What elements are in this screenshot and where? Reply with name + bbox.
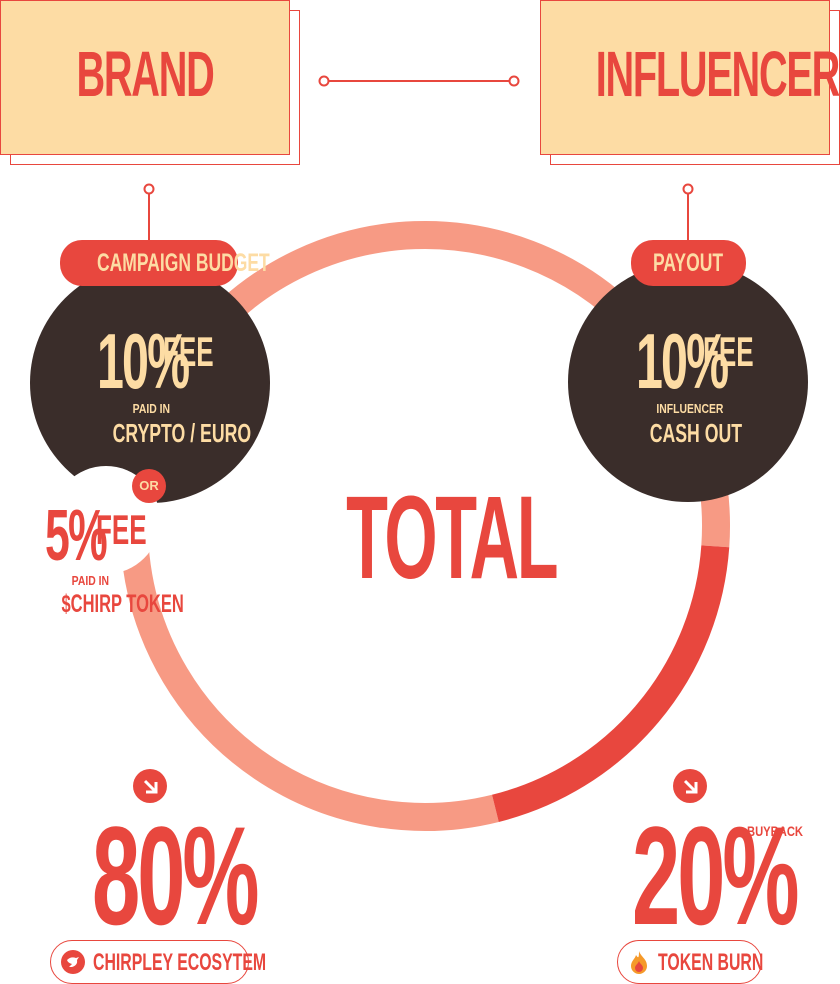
connector-dot-left bbox=[318, 75, 330, 87]
buyback-label: BUYBACK bbox=[747, 823, 803, 839]
influencer-fee-line1: INFLUENCER bbox=[656, 401, 724, 416]
ring-segment-burn bbox=[492, 545, 730, 822]
campaign-budget-tag: CAMPAIGN BUDGET bbox=[60, 240, 270, 286]
brand-tag-dot bbox=[143, 183, 155, 195]
brand-fee-suffix: FEE bbox=[163, 328, 214, 375]
influencer-fee-line2: CASH OUT bbox=[649, 418, 743, 448]
influencer-label: INFLUENCER bbox=[595, 38, 840, 110]
ecosystem-pct: 80% bbox=[92, 797, 260, 954]
brand-fee-pct: 10% bbox=[97, 317, 190, 405]
burn-pill: TOKEN BURN bbox=[617, 940, 763, 984]
total-label: TOTAL bbox=[346, 472, 558, 604]
influencer-fee-circle bbox=[568, 262, 808, 502]
burn-arrow-badge bbox=[673, 769, 707, 803]
brand-fee-line1: PAID IN bbox=[132, 401, 171, 416]
influencer-fee-suffix: FEE bbox=[703, 328, 754, 375]
brand-fee-line2: CRYPTO / EURO bbox=[112, 418, 252, 448]
alt-fee-pct: 5% bbox=[45, 496, 108, 576]
burn-pct: 20% bbox=[632, 797, 800, 954]
or-badge: OR bbox=[132, 469, 166, 503]
influencer-tag-dot bbox=[682, 183, 694, 195]
brand-fee-circle bbox=[30, 263, 270, 503]
influencer-box: INFLUENCER bbox=[540, 0, 840, 155]
alt-fee-line1: PAID IN bbox=[71, 573, 110, 588]
influencer-fee-pct: 10% bbox=[636, 317, 729, 405]
brand-box: BRAND bbox=[0, 0, 290, 155]
alt-fee-suffix: FEE bbox=[96, 506, 147, 553]
connector-dot-right bbox=[508, 75, 520, 87]
bird-icon bbox=[61, 950, 85, 974]
arrow-down-right-icon bbox=[143, 779, 158, 794]
ecosystem-arrow-badge bbox=[133, 769, 167, 803]
payout-tag: PAYOUT bbox=[631, 240, 746, 286]
ecosystem-pill: CHIRPLEY ECOSYTEM bbox=[50, 940, 266, 984]
brand-label: BRAND bbox=[76, 38, 214, 110]
arrow-down-right-icon bbox=[683, 779, 698, 794]
alt-fee-line2: $CHIRP TOKEN bbox=[61, 590, 184, 618]
flame-icon bbox=[631, 951, 647, 974]
